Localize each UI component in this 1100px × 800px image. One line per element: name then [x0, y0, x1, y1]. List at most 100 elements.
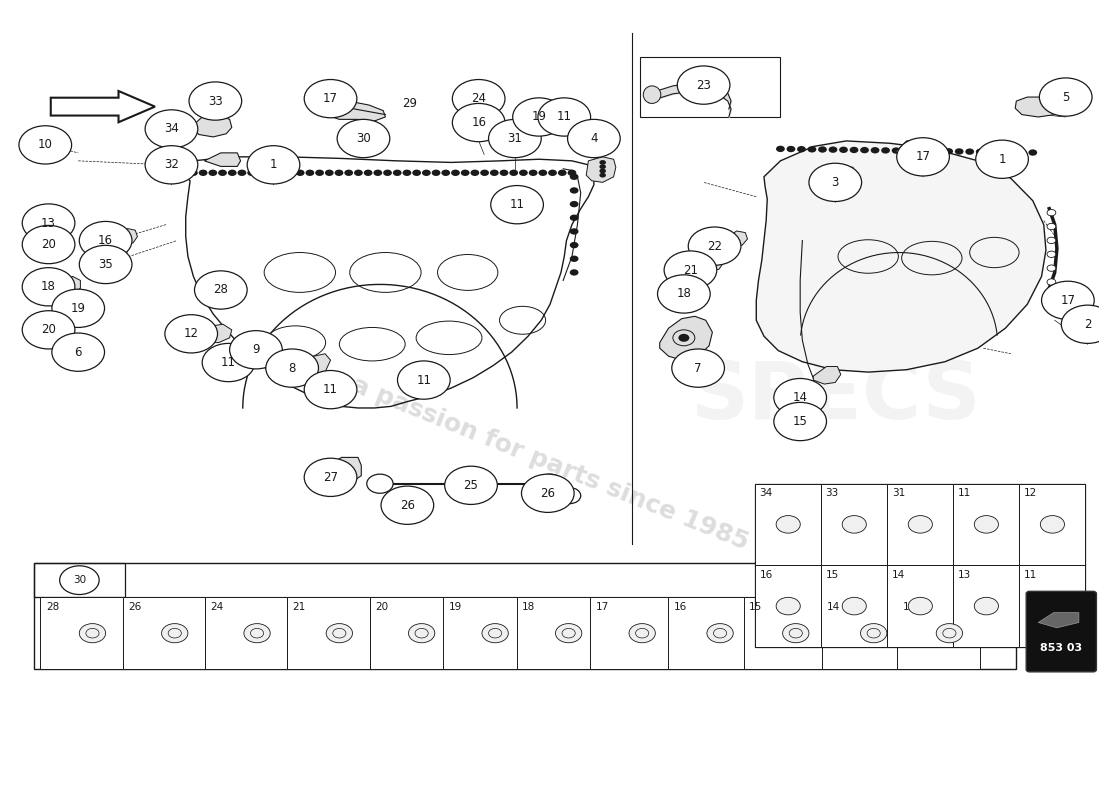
Circle shape — [568, 119, 620, 158]
Circle shape — [316, 170, 324, 176]
Bar — [756, 484, 822, 565]
Polygon shape — [1038, 613, 1079, 628]
Text: 8: 8 — [288, 362, 296, 374]
Bar — [34, 563, 125, 597]
Text: 6: 6 — [75, 346, 81, 358]
Polygon shape — [120, 229, 138, 244]
Text: 27: 27 — [323, 471, 338, 484]
Bar — [1020, 484, 1086, 565]
Circle shape — [777, 515, 801, 533]
Text: 20: 20 — [375, 602, 388, 612]
Text: 24: 24 — [471, 92, 486, 105]
Circle shape — [860, 624, 887, 642]
Circle shape — [672, 349, 725, 387]
Polygon shape — [205, 153, 241, 166]
Circle shape — [782, 624, 808, 642]
Circle shape — [600, 160, 606, 165]
Circle shape — [871, 147, 879, 154]
Circle shape — [412, 170, 421, 176]
Circle shape — [471, 170, 480, 176]
Circle shape — [975, 515, 999, 533]
Ellipse shape — [644, 86, 661, 103]
Circle shape — [568, 170, 576, 176]
Circle shape — [818, 146, 827, 153]
Circle shape — [403, 170, 411, 176]
Circle shape — [202, 343, 255, 382]
Circle shape — [296, 170, 305, 176]
Circle shape — [509, 170, 518, 176]
Circle shape — [1047, 279, 1056, 285]
Text: 33: 33 — [208, 94, 222, 107]
Circle shape — [189, 170, 198, 176]
Circle shape — [843, 598, 867, 615]
Circle shape — [305, 79, 356, 118]
Circle shape — [381, 486, 433, 524]
Circle shape — [1040, 78, 1092, 116]
Text: 12: 12 — [1024, 489, 1037, 498]
Circle shape — [966, 149, 975, 155]
Circle shape — [230, 330, 283, 369]
Circle shape — [286, 170, 295, 176]
Circle shape — [189, 82, 242, 120]
Circle shape — [997, 149, 1005, 155]
Polygon shape — [311, 98, 332, 110]
Bar — [822, 597, 904, 670]
Text: 14: 14 — [827, 602, 840, 612]
Circle shape — [538, 98, 591, 136]
Polygon shape — [726, 231, 748, 246]
Circle shape — [441, 170, 450, 176]
Circle shape — [422, 170, 431, 176]
Circle shape — [397, 361, 450, 399]
Circle shape — [570, 174, 579, 180]
Text: 2: 2 — [1084, 318, 1091, 330]
Text: 31: 31 — [507, 132, 522, 145]
Circle shape — [1028, 150, 1037, 156]
Circle shape — [556, 624, 582, 642]
Circle shape — [305, 370, 356, 409]
Polygon shape — [586, 157, 616, 182]
Circle shape — [909, 598, 933, 615]
Bar — [1020, 565, 1086, 647]
Circle shape — [1047, 238, 1056, 243]
Text: 35: 35 — [98, 258, 113, 271]
Circle shape — [334, 170, 343, 176]
Circle shape — [383, 170, 392, 176]
Text: 23: 23 — [696, 78, 711, 91]
Text: 34: 34 — [760, 489, 773, 498]
Circle shape — [79, 246, 132, 284]
Text: 19: 19 — [449, 602, 462, 612]
Circle shape — [807, 146, 816, 153]
Circle shape — [481, 170, 490, 176]
Circle shape — [1041, 515, 1065, 533]
Text: 21: 21 — [683, 263, 697, 277]
Text: 31: 31 — [892, 489, 905, 498]
Circle shape — [773, 402, 826, 441]
Circle shape — [488, 119, 541, 158]
Circle shape — [707, 624, 734, 642]
Circle shape — [52, 289, 104, 327]
Bar — [822, 565, 888, 647]
Text: 15: 15 — [826, 570, 839, 580]
Circle shape — [490, 170, 498, 176]
Circle shape — [808, 163, 861, 202]
Circle shape — [238, 170, 246, 176]
Circle shape — [393, 170, 402, 176]
Circle shape — [145, 110, 198, 148]
Circle shape — [452, 79, 505, 118]
Circle shape — [828, 146, 837, 153]
Polygon shape — [62, 277, 80, 292]
Bar — [443, 597, 526, 670]
Text: 11: 11 — [1024, 570, 1037, 580]
Circle shape — [777, 598, 801, 615]
Polygon shape — [813, 366, 840, 384]
Bar — [954, 484, 1020, 565]
Circle shape — [19, 126, 72, 164]
Polygon shape — [660, 316, 713, 360]
Circle shape — [923, 148, 932, 154]
Text: 16: 16 — [98, 234, 113, 247]
Circle shape — [228, 170, 236, 176]
Bar — [744, 597, 826, 670]
Text: 30: 30 — [73, 575, 86, 585]
Circle shape — [248, 170, 256, 176]
Text: a passion for parts since 1985: a passion for parts since 1985 — [348, 373, 752, 554]
